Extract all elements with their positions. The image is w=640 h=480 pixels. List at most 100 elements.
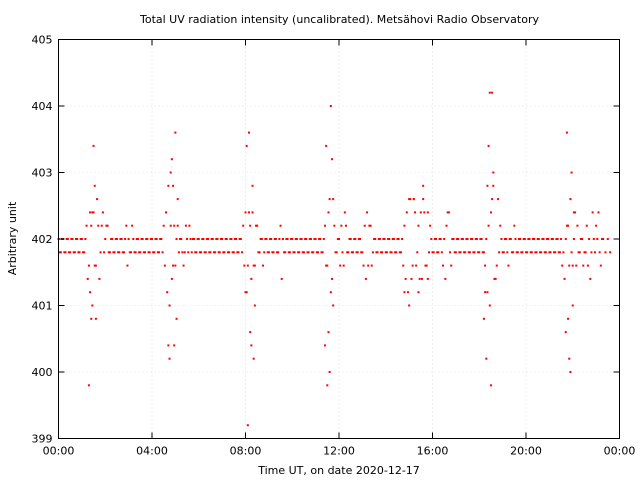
data-point — [108, 251, 111, 254]
data-point — [447, 211, 450, 214]
data-point — [78, 251, 81, 254]
data-point — [472, 251, 475, 254]
data-point — [210, 238, 213, 240]
data-point — [158, 251, 161, 254]
data-point — [265, 238, 268, 240]
data-point — [574, 211, 577, 214]
data-point — [237, 251, 240, 254]
data-point — [374, 238, 377, 240]
data-point — [179, 238, 182, 240]
data-point — [262, 264, 265, 267]
data-point — [166, 291, 169, 294]
data-point — [297, 251, 300, 254]
data-point — [540, 251, 543, 254]
data-point — [609, 251, 612, 254]
data-point — [451, 238, 454, 240]
data-point — [408, 198, 411, 201]
data-points — [57, 91, 612, 427]
data-point — [186, 238, 189, 240]
data-point — [251, 184, 254, 187]
data-point — [208, 251, 211, 254]
data-point — [103, 251, 106, 254]
data-point — [543, 251, 546, 254]
data-point — [466, 238, 469, 240]
data-point — [346, 251, 349, 254]
data-point — [512, 251, 515, 254]
data-point — [541, 238, 544, 240]
data-point — [532, 238, 535, 240]
data-point — [418, 277, 421, 280]
x-tick-label: 20:00 — [510, 445, 542, 458]
data-point — [449, 251, 452, 254]
data-point — [175, 238, 178, 240]
data-point — [383, 238, 386, 240]
data-point — [94, 317, 97, 320]
data-point — [565, 224, 568, 227]
data-point — [589, 277, 592, 280]
data-point — [97, 224, 100, 227]
data-point — [200, 251, 203, 254]
y-tick-label: 404 — [32, 100, 53, 113]
data-point — [273, 238, 276, 240]
data-point — [406, 291, 409, 294]
data-point — [225, 238, 228, 240]
data-point — [122, 251, 125, 254]
data-point — [484, 264, 487, 267]
data-point — [381, 251, 384, 254]
data-point — [487, 224, 490, 227]
data-point — [388, 238, 391, 240]
data-point — [105, 224, 108, 227]
data-point — [111, 238, 114, 240]
data-point — [223, 251, 226, 254]
data-point — [330, 158, 333, 161]
data-point — [301, 251, 304, 254]
data-point — [279, 224, 282, 227]
data-point — [554, 251, 557, 254]
data-point — [168, 357, 171, 360]
data-point — [408, 304, 411, 307]
data-point — [187, 251, 190, 254]
data-point — [436, 251, 439, 254]
data-point — [181, 251, 184, 254]
data-point — [366, 211, 369, 214]
data-point — [354, 238, 357, 240]
data-point — [59, 251, 62, 254]
x-tick-label: 12:00 — [323, 445, 355, 458]
data-point — [112, 251, 115, 254]
data-point — [129, 251, 132, 254]
data-point — [245, 291, 248, 294]
x-tick-label: 00:00 — [43, 445, 75, 458]
data-point — [535, 251, 538, 254]
data-point — [585, 224, 588, 227]
data-point — [514, 238, 517, 240]
data-point — [417, 291, 420, 294]
x-tick-label: 00:00 — [604, 445, 636, 458]
data-point — [542, 238, 545, 240]
data-point — [427, 251, 430, 254]
data-point — [132, 238, 135, 240]
data-point — [255, 224, 258, 227]
data-point — [486, 184, 489, 187]
data-point — [581, 238, 584, 240]
data-point — [260, 238, 263, 240]
data-point — [304, 238, 307, 240]
data-point — [272, 251, 275, 254]
data-point — [75, 238, 78, 240]
data-point — [492, 171, 495, 174]
data-point — [165, 211, 168, 214]
data-point — [461, 238, 464, 240]
data-point — [377, 238, 380, 240]
data-point — [107, 251, 110, 254]
data-point — [410, 277, 413, 280]
data-point — [501, 251, 504, 254]
data-point — [569, 371, 572, 373]
data-point — [330, 277, 333, 280]
data-point — [564, 331, 567, 334]
data-point — [143, 251, 146, 254]
data-point — [221, 238, 224, 240]
data-point — [568, 264, 571, 267]
data-point — [306, 251, 309, 254]
data-point — [570, 171, 573, 174]
data-point — [422, 198, 425, 201]
data-point — [312, 251, 315, 254]
